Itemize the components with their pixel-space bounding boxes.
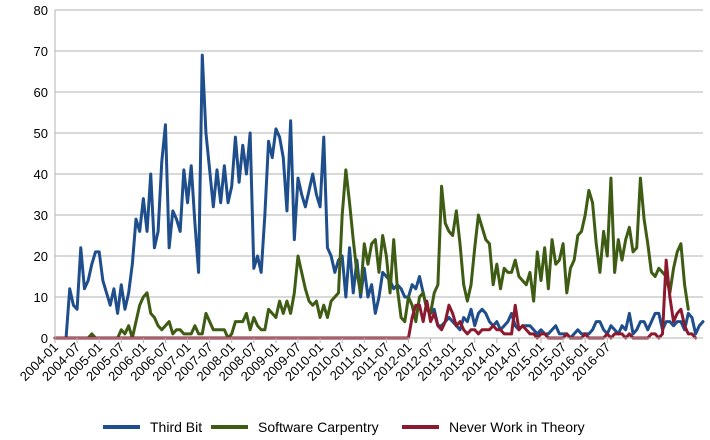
- series-line-software-carpentry: [53, 168, 690, 340]
- y-tick-label: 50: [34, 126, 48, 141]
- y-tick-label: 40: [34, 167, 48, 182]
- y-tick-label: 60: [34, 85, 48, 100]
- y-tick-labels: 0 10 20 30 40 50 60 70 80: [34, 3, 48, 346]
- series-lines: [53, 53, 705, 340]
- x-tick-labels: 2004-012004-072005-012005-072006-012006-…: [17, 340, 614, 384]
- y-tick-label: 80: [34, 3, 48, 18]
- y-tick-label: 30: [34, 208, 48, 223]
- legend-label-third-bit: Third Bit: [150, 419, 202, 435]
- y-tick-label: 0: [41, 331, 48, 346]
- y-tick-label: 20: [34, 249, 48, 264]
- series-line-third-bit: [53, 53, 705, 340]
- legend-item-never-work-in-theory: Never Work in Theory: [402, 419, 585, 435]
- gridlines: [55, 9, 703, 298]
- y-tick-label: 10: [34, 290, 48, 305]
- y-tick-label: 70: [34, 44, 48, 59]
- axes: [54, 10, 703, 343]
- legend-item-third-bit: Third Bit: [103, 419, 202, 435]
- legend: Third Bit Software Carpentry Never Work …: [103, 419, 585, 435]
- legend-item-software-carpentry: Software Carpentry: [211, 419, 379, 435]
- legend-label-software-carpentry: Software Carpentry: [258, 419, 379, 435]
- legend-label-never-work-in-theory: Never Work in Theory: [449, 419, 585, 435]
